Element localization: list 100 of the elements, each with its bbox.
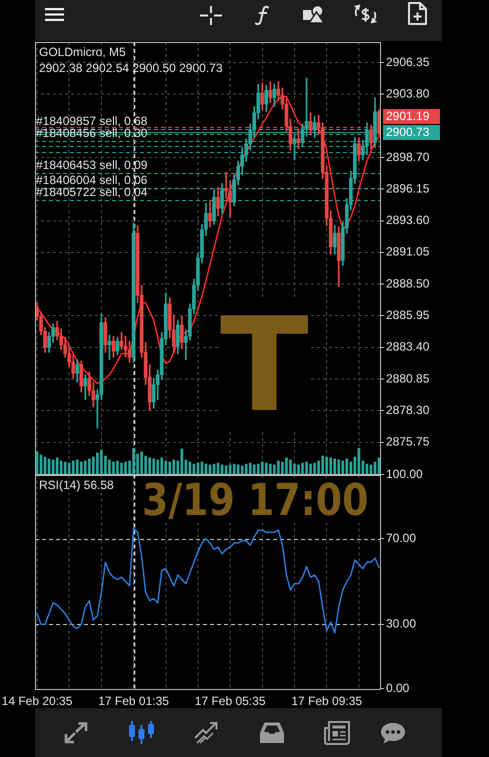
annotation: #18406453 sell, 0.09 bbox=[36, 158, 148, 172]
y-tick-label: 2880.85 bbox=[386, 371, 430, 386]
bar bbox=[293, 464, 296, 474]
bar bbox=[228, 464, 232, 474]
bar bbox=[212, 464, 216, 474]
y-tick-label: 2875.75 bbox=[386, 434, 430, 449]
bar bbox=[370, 464, 372, 474]
ref-line-label: 2900.73 bbox=[383, 124, 440, 140]
bar bbox=[374, 462, 376, 474]
bar bbox=[337, 460, 340, 474]
bar bbox=[265, 462, 268, 474]
annotation: #18406004 sell, 0.06 bbox=[36, 172, 148, 187]
y-tick-label: 2903.80 bbox=[386, 86, 430, 100]
bar bbox=[144, 456, 147, 474]
bar bbox=[325, 456, 328, 474]
bar bbox=[260, 462, 264, 474]
bar bbox=[60, 460, 62, 474]
bar bbox=[269, 464, 272, 474]
y-tick-label: 2896.15 bbox=[386, 181, 430, 196]
bar bbox=[140, 452, 143, 474]
bar bbox=[96, 452, 99, 474]
bar bbox=[72, 460, 75, 474]
y-tick-label: 30.00 bbox=[386, 616, 416, 631]
annotation: #18405722 sell, 0.04 bbox=[36, 184, 148, 199]
bar bbox=[108, 460, 111, 474]
candlestick bbox=[108, 334, 112, 360]
bar bbox=[208, 464, 212, 474]
y-tick-label: 2888.50 bbox=[386, 276, 430, 290]
bar bbox=[192, 464, 196, 474]
bar bbox=[44, 456, 46, 474]
bar bbox=[52, 460, 54, 474]
bar bbox=[232, 464, 236, 474]
bar bbox=[148, 458, 151, 474]
bar bbox=[124, 462, 127, 474]
x-tick-label: 17 Feb 09:35 bbox=[291, 694, 362, 708]
bar bbox=[56, 458, 58, 474]
y-tick-label: 2891.05 bbox=[386, 244, 430, 259]
annotation: 3/19 17:00 bbox=[142, 475, 368, 526]
bar bbox=[366, 464, 368, 474]
bar bbox=[240, 466, 244, 474]
text: 2902.38 2902.54 2900.50 2900.73 bbox=[39, 61, 223, 75]
bar bbox=[289, 460, 292, 474]
bar bbox=[305, 462, 308, 474]
bar bbox=[76, 460, 79, 474]
bar bbox=[40, 454, 42, 474]
bar bbox=[297, 464, 300, 474]
y-tick-label: 2893.60 bbox=[386, 213, 430, 228]
bar bbox=[112, 462, 115, 474]
bar bbox=[285, 458, 288, 474]
bar bbox=[64, 462, 67, 474]
bar bbox=[329, 458, 332, 474]
bar bbox=[180, 448, 184, 474]
chart-title: RSI(14) 56.58 bbox=[39, 478, 114, 492]
bar bbox=[172, 460, 176, 474]
bar bbox=[168, 462, 172, 474]
bar bbox=[200, 462, 204, 474]
ref-line-label: 2901.19 bbox=[383, 108, 440, 124]
y-tick-label: 2898.70 bbox=[386, 150, 430, 164]
bar bbox=[88, 458, 91, 474]
bar bbox=[244, 464, 248, 474]
bar bbox=[345, 458, 348, 474]
y-tick-label: 2885.95 bbox=[386, 308, 430, 322]
bar bbox=[164, 460, 168, 474]
bar bbox=[84, 460, 87, 474]
x-tick-label: 17 Feb 05:35 bbox=[194, 694, 266, 708]
bar bbox=[273, 464, 276, 474]
bar bbox=[132, 448, 135, 474]
bar bbox=[313, 462, 316, 474]
bar bbox=[220, 464, 224, 474]
x-tick-label: 14 Feb 20:35 bbox=[2, 694, 73, 708]
bar bbox=[68, 462, 71, 474]
annotation: T bbox=[220, 289, 309, 441]
bar bbox=[341, 460, 344, 474]
bar bbox=[277, 460, 280, 474]
y-tick-label: 2883.40 bbox=[386, 340, 430, 354]
y-tick-label: 2878.30 bbox=[386, 403, 430, 417]
bar bbox=[152, 458, 156, 474]
bar bbox=[100, 450, 103, 474]
x-tick-label: 17 Feb 01:35 bbox=[98, 694, 170, 708]
bar bbox=[333, 458, 336, 474]
bar bbox=[196, 462, 200, 474]
bar bbox=[216, 462, 220, 474]
bar bbox=[224, 466, 228, 474]
bar bbox=[358, 448, 360, 474]
y-tick-label: 100.00 bbox=[386, 466, 424, 481]
y-tick-label: 2906.35 bbox=[386, 54, 430, 69]
bar bbox=[256, 464, 260, 474]
bar bbox=[116, 460, 119, 474]
bar bbox=[80, 462, 83, 474]
annotation: #18409857 sell, 0.68 bbox=[36, 114, 148, 128]
bar bbox=[281, 462, 284, 474]
bar bbox=[309, 464, 312, 474]
bar bbox=[156, 460, 160, 474]
bar bbox=[188, 462, 192, 474]
bar bbox=[236, 464, 240, 474]
bar bbox=[160, 458, 164, 474]
bar bbox=[321, 456, 324, 474]
bar bbox=[92, 456, 95, 474]
chart-title: GOLDmicro, M5 bbox=[39, 45, 126, 59]
bar bbox=[378, 458, 380, 474]
